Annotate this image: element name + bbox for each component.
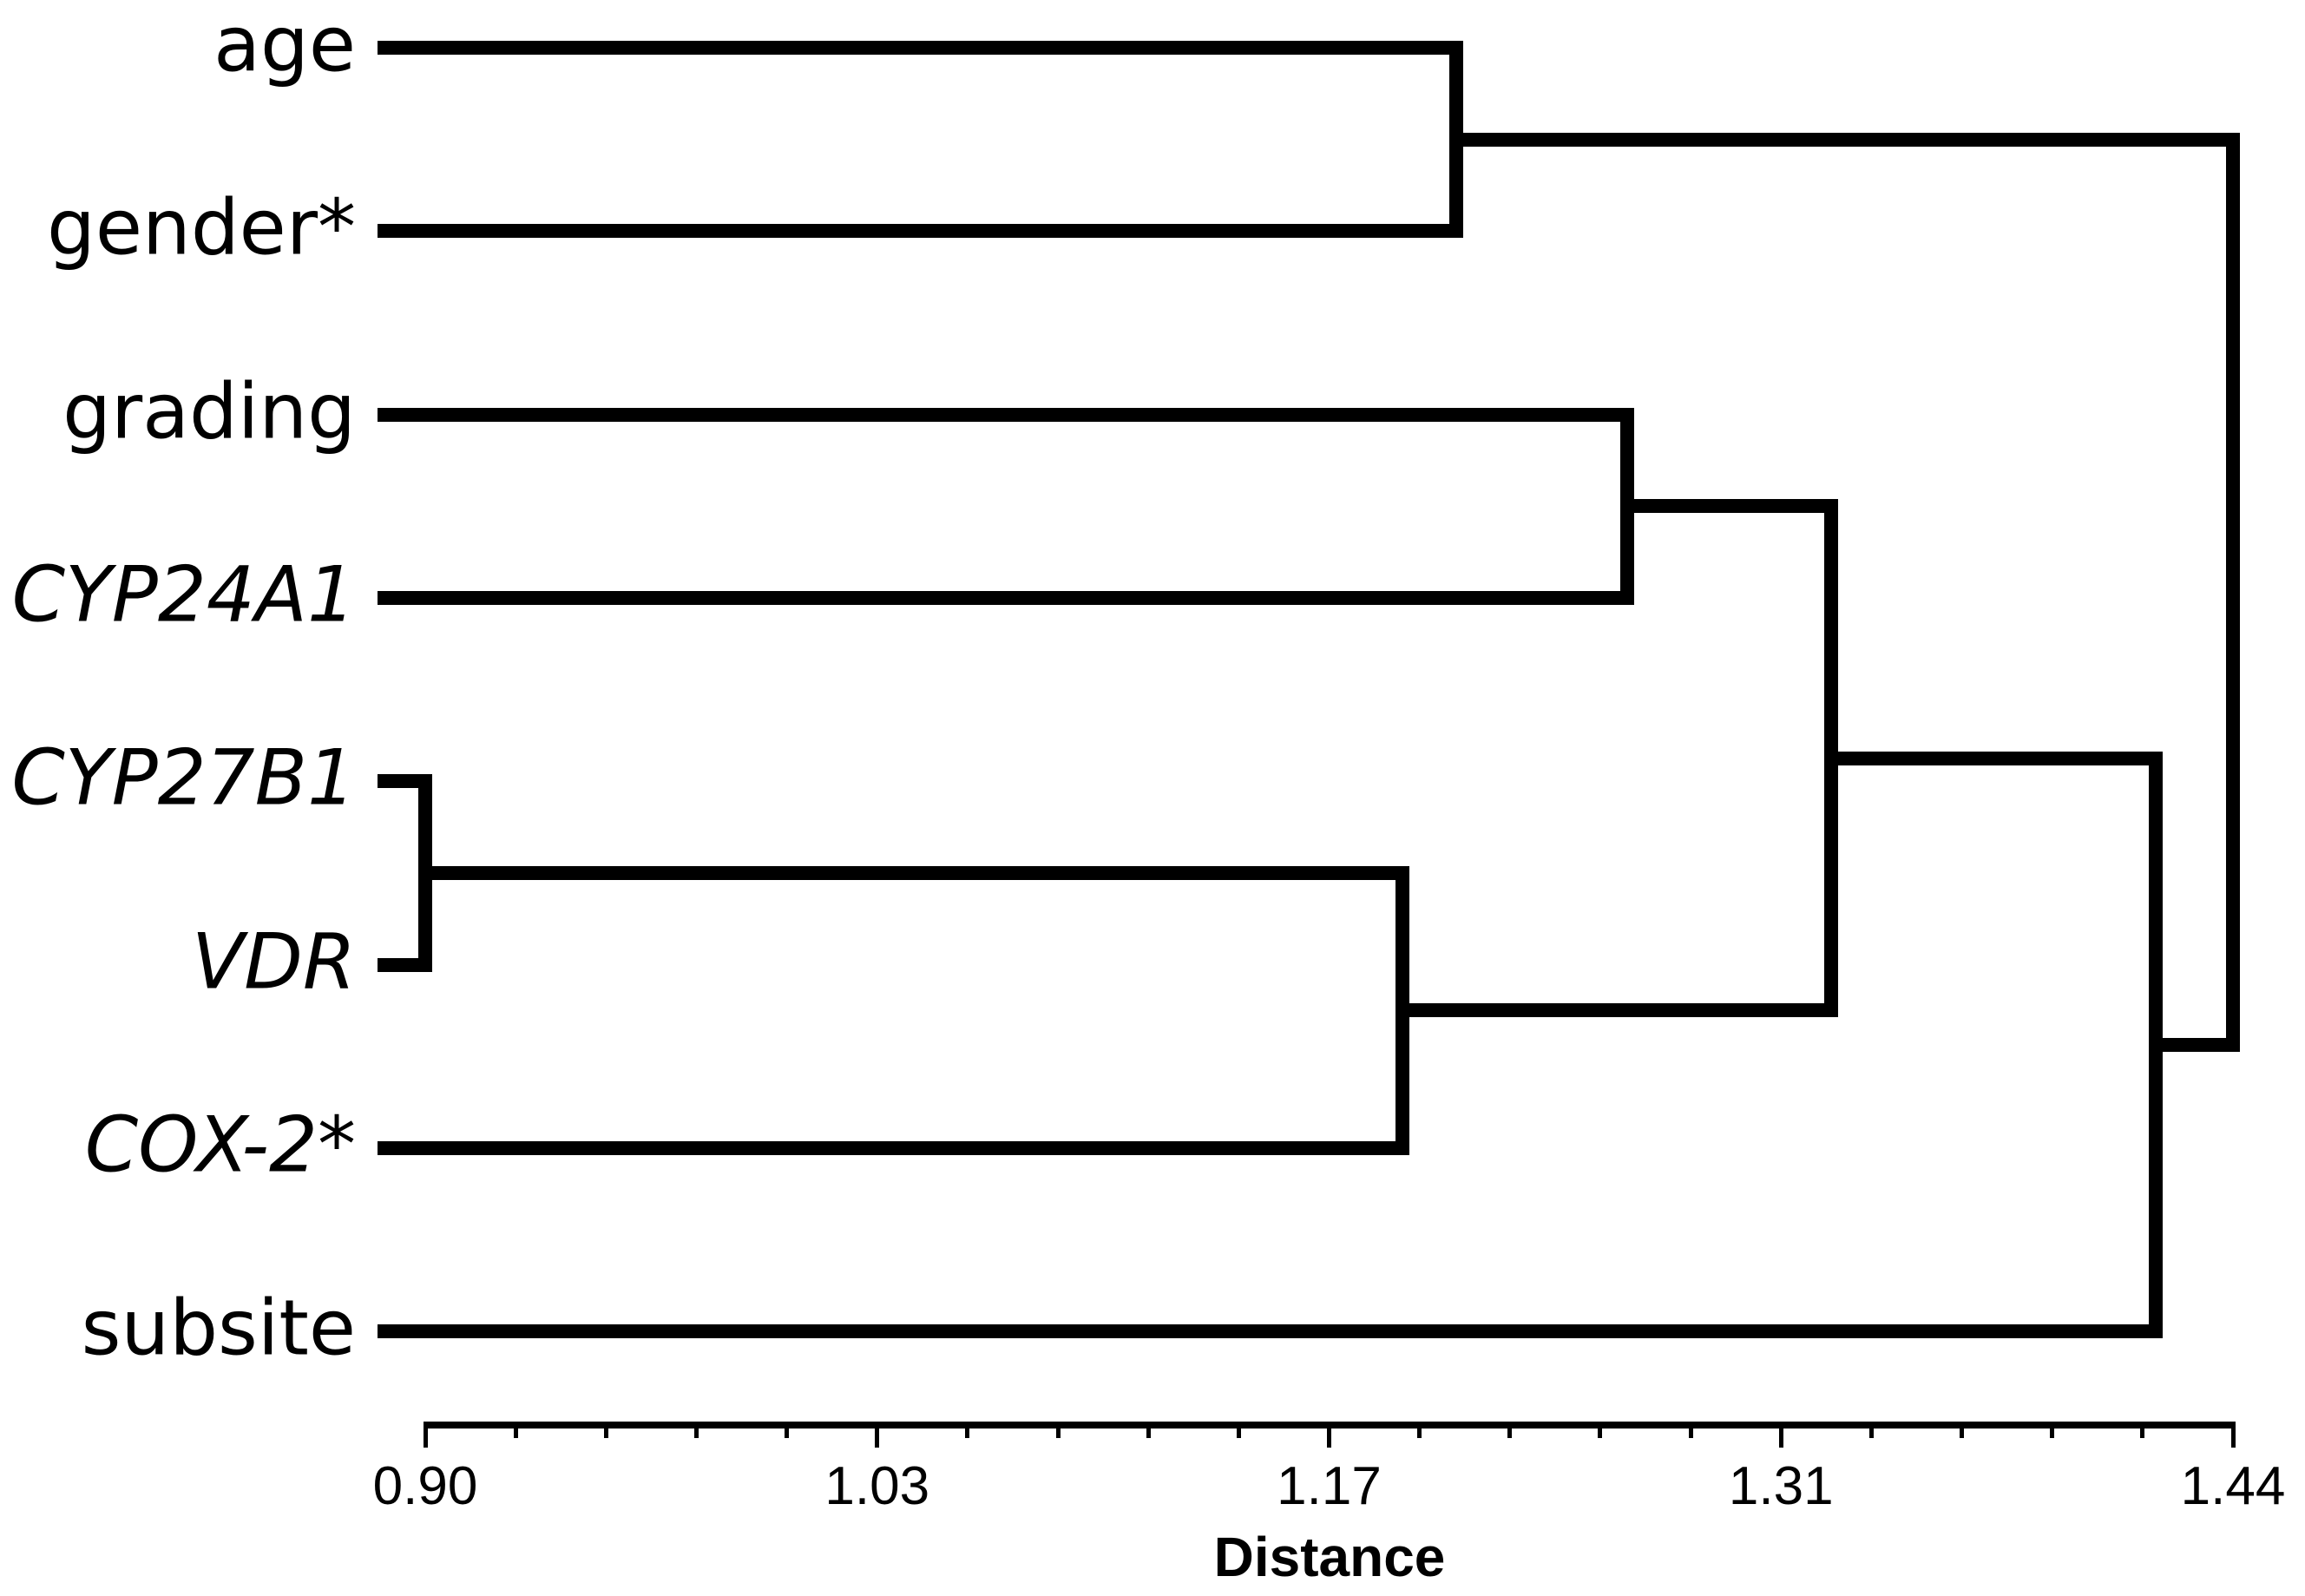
x-axis-minor-tick (1146, 1422, 1151, 1438)
x-axis-minor-tick (1868, 1422, 1874, 1438)
tree-branch-horizontal (1824, 751, 2164, 765)
tree-branch-horizontal (2149, 1037, 2240, 1052)
x-axis-tick-label: 0.90 (372, 1456, 478, 1516)
x-axis-tick-label: 1.17 (1277, 1456, 1382, 1516)
x-axis-minor-tick (965, 1422, 970, 1438)
x-axis-minor-tick (1598, 1422, 1603, 1438)
x-axis-minor-tick (693, 1422, 699, 1438)
x-axis-minor-tick (785, 1422, 790, 1438)
x-axis-minor-tick (513, 1422, 518, 1438)
x-axis-minor-tick (1236, 1422, 1241, 1438)
x-axis-tick-label: 1.31 (1728, 1456, 1834, 1516)
x-axis-tick-label: 1.03 (824, 1456, 930, 1516)
x-axis-major-tick (1778, 1422, 1783, 1448)
x-axis-minor-tick (603, 1422, 608, 1438)
x-axis-major-tick (2230, 1422, 2236, 1448)
leaf-label-age: age (213, 0, 356, 89)
tree-branch-horizontal (1449, 132, 2240, 147)
leaf-label-cyp24a1: CYP24A1 (11, 549, 356, 640)
x-axis-minor-tick (1055, 1422, 1061, 1438)
leaf-label-vdr: VDR (191, 916, 356, 1006)
tree-branch-horizontal (378, 41, 1464, 55)
tree-branch-horizontal (378, 1324, 2164, 1339)
x-axis-major-tick (1327, 1422, 1331, 1448)
x-axis-major-tick (423, 1422, 428, 1448)
tree-branch-horizontal (378, 1140, 1410, 1155)
leaf-label-cox-2: COX-2* (84, 1100, 356, 1190)
leaf-label-grading: grading (62, 366, 356, 456)
x-axis-minor-tick (1417, 1422, 1422, 1438)
x-axis-major-tick (875, 1422, 880, 1448)
leaf-label-gender: gender* (47, 182, 356, 273)
tree-branch-horizontal (378, 407, 1634, 422)
x-axis-minor-tick (2050, 1422, 2055, 1438)
tree-branch-horizontal (378, 590, 1634, 605)
x-axis-minor-tick (1960, 1422, 1965, 1438)
leaf-label-cyp27b1: CYP27B1 (11, 732, 356, 823)
x-axis-minor-tick (1688, 1422, 1693, 1438)
x-axis-tick-label: 1.44 (2180, 1456, 2286, 1516)
leaf-label-subsite: subsite (81, 1283, 356, 1373)
x-axis-title: Distance (1213, 1526, 1446, 1588)
tree-branch-vertical (2226, 132, 2240, 1052)
x-axis-minor-tick (1507, 1422, 1513, 1438)
tree-branch-horizontal (418, 865, 1410, 880)
tree-branch-horizontal (1395, 1003, 1839, 1018)
x-axis-minor-tick (2140, 1422, 2145, 1438)
tree-branch-horizontal (1619, 499, 1839, 514)
tree-branch-horizontal (378, 224, 1464, 239)
